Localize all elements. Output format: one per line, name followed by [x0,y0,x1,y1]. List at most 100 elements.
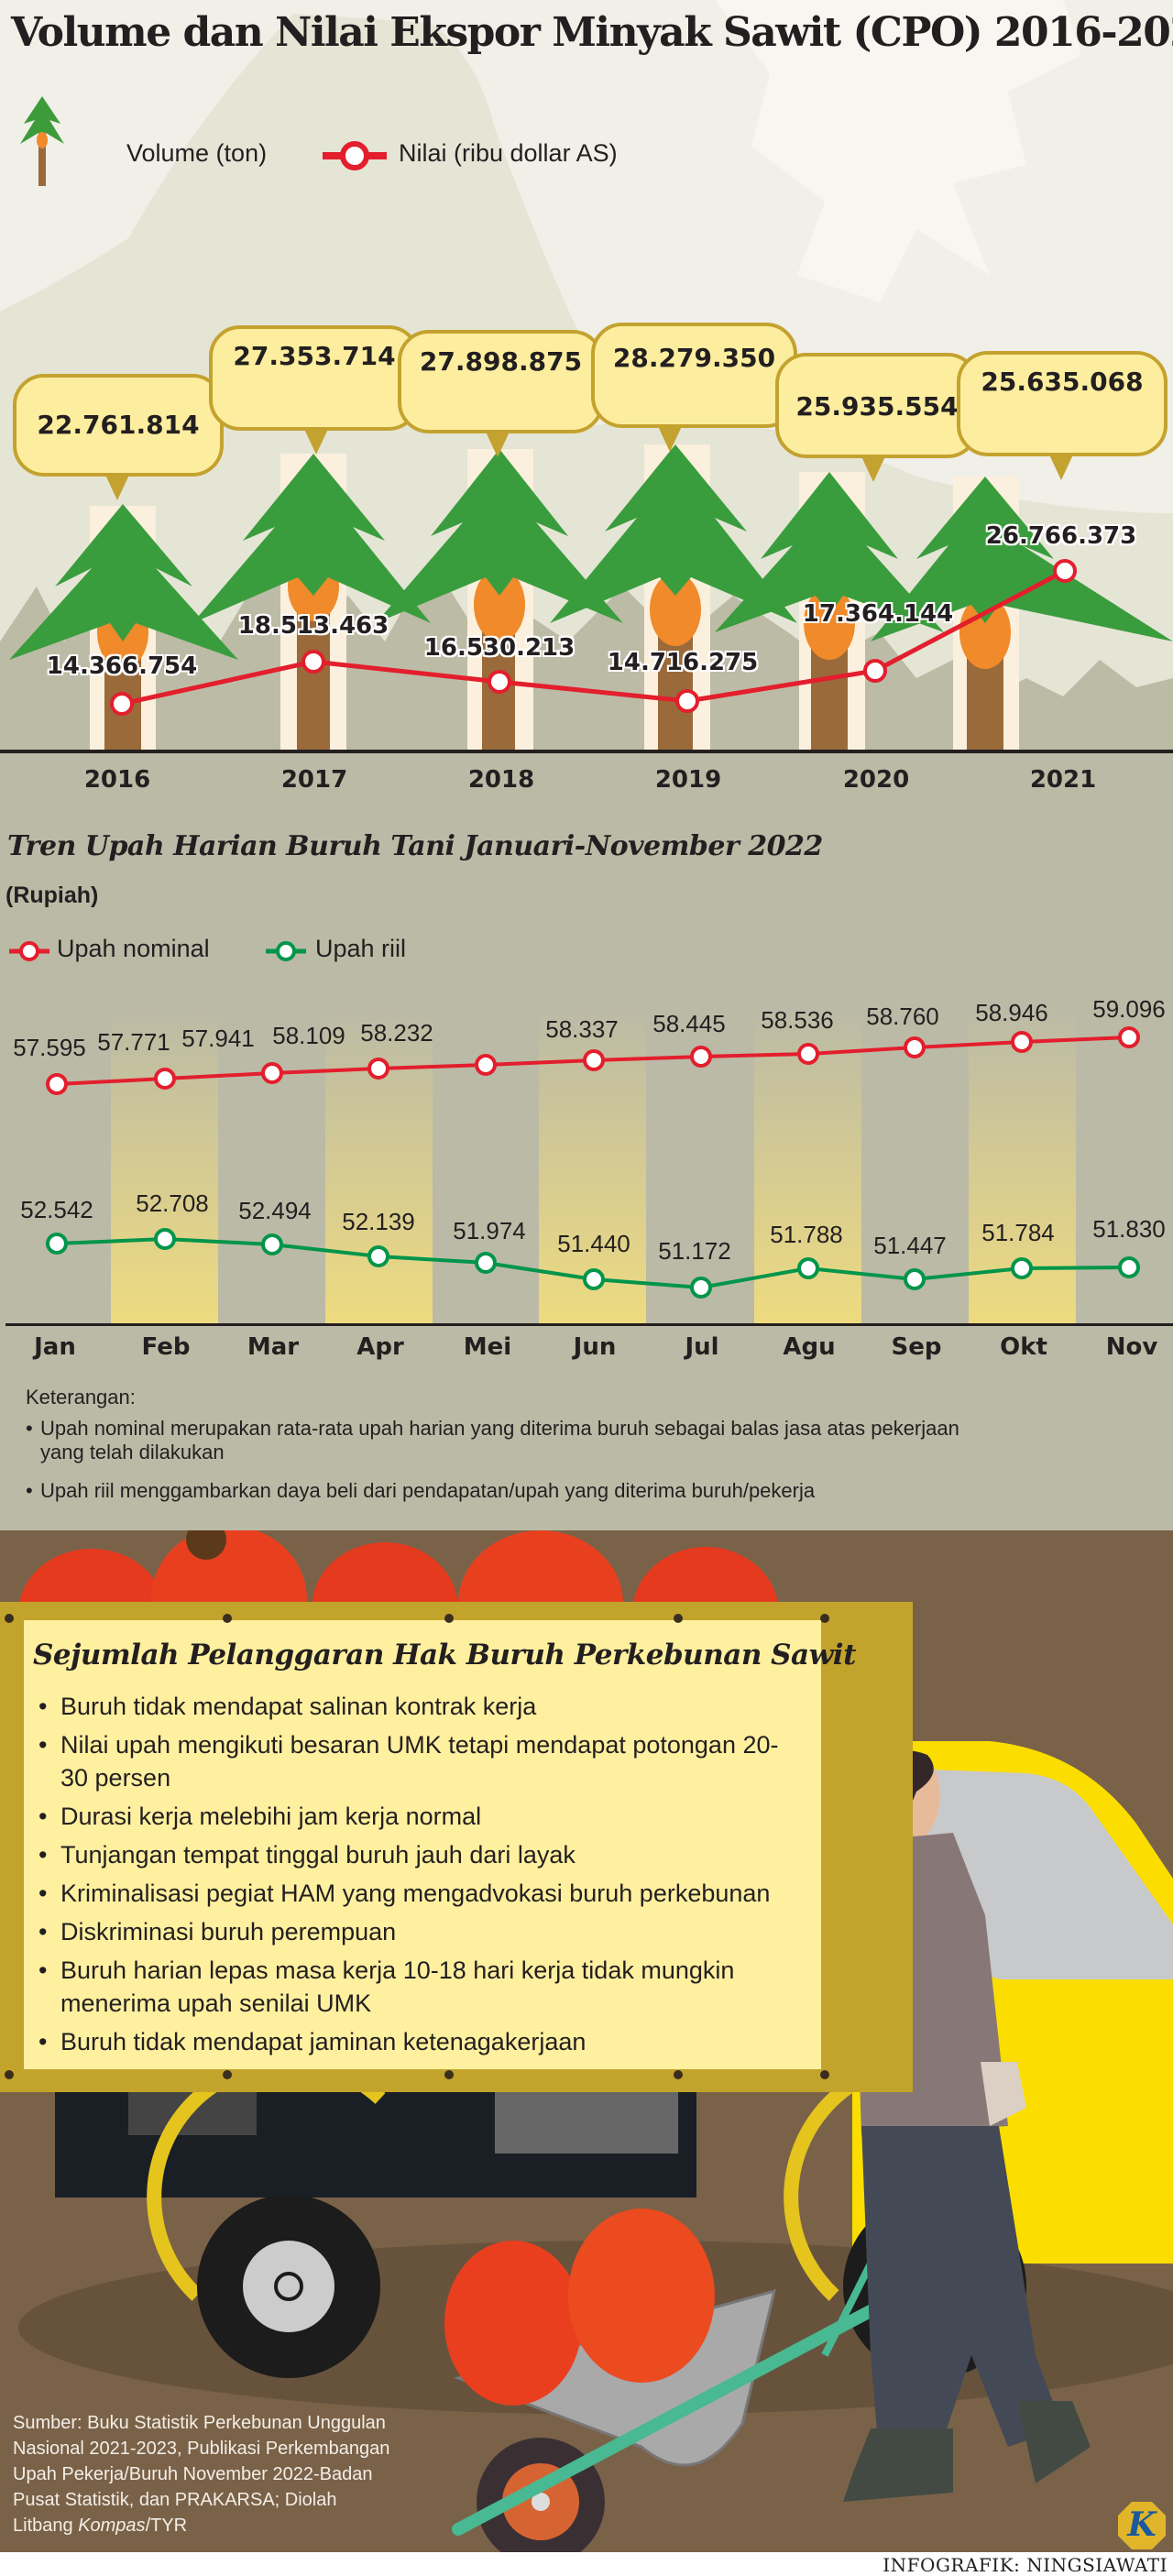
legend-nominal-label: Upah nominal [57,935,210,962]
year-label-2020: 2020 [842,766,910,794]
nominal-value-agu: 58.536 [761,1006,834,1034]
real-value-jun: 51.440 [557,1230,630,1257]
nominal-value-nov: 59.096 [1092,995,1166,1023]
notes-heading: Keterangan: [26,1386,136,1409]
export-chart-section: Volume dan Nilai Ekspor Minyak Sawit (CP… [0,0,1173,751]
octagon-logo-icon [1118,2502,1166,2549]
palm-tree-2020 [715,472,944,751]
real-value-agu: 51.788 [770,1221,843,1248]
month-label-jan: Jan [34,1333,76,1361]
year-label-2018: 2018 [467,766,535,794]
value-label-2020: 17.364.144 [802,600,954,628]
real-value-nov: 51.830 [1092,1215,1166,1243]
value-label-2016: 14.366.754 [46,652,198,680]
real-value-apr: 52.139 [342,1208,415,1235]
legend-value-label: Nilai (ribu dollar AS) [399,139,618,167]
bubble-tail [104,473,130,500]
page-title: Volume dan Nilai Ekspor Minyak Sawit (CP… [11,9,1173,56]
bubble-tail [1048,453,1074,480]
violations-title: Sejumlah Pelanggaran Hak Buruh Perkebuna… [33,1639,856,1672]
wage-chart-baseline [5,1323,1173,1326]
wage-chart-unit: (Rupiah) [5,882,99,908]
truck-worker-illustration [18,1530,1173,2552]
violation-item: Durasi kerja melebihi jam kerja normal [37,1800,788,1833]
violation-item: Kriminalisasi pegiat HAM yang mengadvoka… [37,1877,788,1910]
month-label-mar: Mar [247,1333,300,1361]
legend-volume-label: Volume (ton) [126,139,268,167]
wage-chart-title: Tren Upah Harian Buruh Tani Januari-Nove… [7,830,823,862]
source-text: Sumber: Buku Statistik Perkebunan Unggul… [13,2413,390,2536]
bubble-tail [861,455,886,482]
logo-letter: K [1127,2505,1157,2544]
value-label-2021: 26.766.373 [985,522,1137,550]
violation-item: Nilai upah mengikuti besaran UMK tetapi … [37,1728,788,1794]
nominal-value-okt: 58.946 [975,999,1048,1026]
note-item: • Upah nominal merupakan rata-rata upah … [26,1417,979,1464]
value-label-2017: 18.513.463 [237,612,389,640]
month-label-jul: Jul [685,1333,719,1361]
real-value-feb: 52.708 [136,1189,209,1217]
violations-list: Buruh tidak mendapat salinan kontrak ker… [37,1690,788,2064]
year-label-2017: 2017 [280,766,348,794]
violation-item: Tunjangan tempat tinggal buruh jauh dari… [37,1838,788,1871]
real-value-mar: 52.494 [238,1197,312,1224]
source-note: Sumber: Buku Statistik Perkebunan Unggul… [13,2410,398,2538]
year-label-2021: 2021 [1029,766,1097,794]
legend-real-label: Upah riil [315,935,407,962]
nominal-value-jan: 57.595 [13,1034,86,1061]
frame-rivets [5,1614,829,2079]
note-item: • Upah riil menggambarkan daya beli dari… [26,1479,979,1503]
month-label-agu: Agu [783,1333,836,1361]
month-label-sep: Sep [891,1333,942,1361]
year-label-2016: 2016 [83,766,151,794]
month-label-nov: Nov [1105,1333,1158,1361]
nominal-value-sep: 58.760 [866,1003,939,1030]
real-value-okt: 51.784 [981,1219,1055,1246]
bubble-tail [303,427,329,455]
export-chart-baseline [0,750,1173,753]
source-suffix: /TYR [145,2516,188,2536]
nominal-value-feb: 57.771 [97,1028,170,1056]
kompas-logo: K [1116,2500,1168,2551]
bullet: • [26,1417,33,1440]
month-label-mei: Mei [463,1333,512,1361]
value-label-2018: 16.530.213 [423,634,576,662]
red-circle-line-marker-icon [9,941,49,961]
nominal-value-mei: 58.232 [360,1019,433,1047]
violations-section: Sejumlah Pelanggaran Hak Buruh Perkebuna… [0,1530,1173,2552]
year-label-2019: 2019 [654,766,722,794]
nominal-value-mar: 57.941 [181,1025,255,1052]
source-publisher: Kompas [78,2516,146,2536]
value-label-2019: 14.716.275 [607,649,759,676]
violations-box: Sejumlah Pelanggaran Hak Buruh Perkebuna… [24,1620,856,2069]
palm-tree-2017 [192,454,431,751]
wage-lines [46,1026,1140,1299]
violation-item: Buruh tidak mendapat salinan kontrak ker… [37,1690,788,1723]
volume-bubble-2017: 27.353.714 [209,325,420,455]
volume-bubble-2016: 22.761.814 [13,374,224,500]
palm-tree-icon [20,96,64,186]
note-text: Upah riil menggambarkan daya beli dari p… [40,1479,816,1502]
bullet: • [26,1479,33,1502]
export-value-line [110,559,1077,716]
violation-item: Buruh harian lepas masa kerja 10-18 hari… [37,1954,788,2020]
green-circle-line-marker-icon [266,941,306,961]
infographic-credit: INFOGRAFIK: NINGSIAWATI [882,2554,1168,2576]
real-value-sep: 51.447 [873,1232,947,1259]
real-value-jul: 51.172 [658,1237,731,1265]
real-value-mei: 51.974 [453,1217,526,1244]
real-value-jan: 52.542 [20,1196,93,1223]
month-label-feb: Feb [141,1333,191,1361]
month-label-okt: Okt [1000,1333,1047,1361]
nominal-value-jul: 58.445 [652,1010,726,1037]
bubble-tail [485,430,510,457]
volume-bubble-2020: 25.935.554 [775,353,979,482]
note-text: Upah nominal merupakan rata-rata upah ha… [40,1417,959,1463]
volume-bubble-2021: 25.635.068 [957,351,1168,480]
volume-bubble-text: 25.635.068 [957,351,1168,456]
volume-bubble-2018: 27.898.875 [398,330,604,457]
month-label-apr: Apr [356,1333,404,1361]
violation-item: Diskriminasi buruh perempuan [37,1915,788,1948]
bubble-tail [657,424,683,452]
palm-tree-2018 [376,449,623,751]
